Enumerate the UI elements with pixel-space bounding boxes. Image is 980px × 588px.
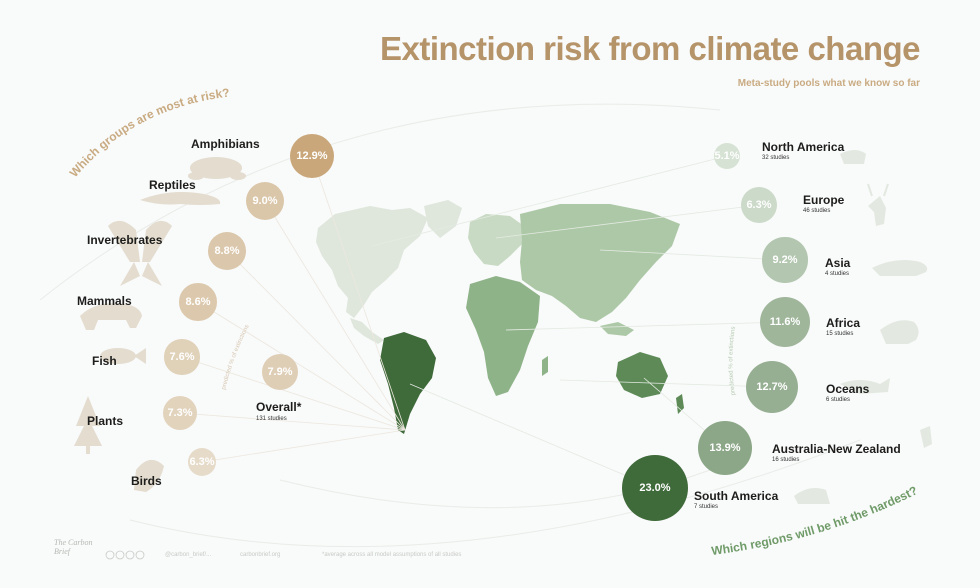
region-studies: 16 studies [772,457,800,463]
group-label: Plants [87,414,124,428]
region-bubble: 23.0% [622,455,688,521]
footer-note: *average across all model assumptions of… [322,552,462,558]
frog-icon [188,157,246,180]
left-axis-hint: predicted % of extinctions [221,324,251,390]
connector-line [197,301,406,431]
creative-commons-icon [105,550,145,560]
region-bubble: 9.2% [762,237,808,283]
region-label: Oceans [826,382,870,396]
group-bubble: 6.3% [188,448,216,476]
region-label: Australia-New Zealand [772,442,901,456]
map-north-america [316,206,428,318]
lizard-icon [140,192,221,205]
region-label: Asia [825,256,851,270]
group-bubble: 8.6% [179,283,217,321]
bear-icon [794,488,830,504]
connector-line [371,155,728,247]
fish-icon [100,348,146,364]
map-greenland [424,200,462,238]
map-asia [520,204,680,322]
footer-site[interactable]: carbonbrief.org [240,552,281,558]
group-bubble: 7.6% [164,339,200,375]
group-bubble: 8.8% [208,232,246,270]
group-label: Birds [131,474,162,488]
tree-icon [74,396,102,454]
region-label: Europe [803,193,845,207]
footer-handle: @carbon_brief/... [165,552,212,558]
region-bubble: 6.3% [740,186,778,224]
region-studies: 15 studies [826,331,854,337]
brand-logo: The Carbon Brief [54,538,93,556]
overall-studies: 131 studies [256,416,287,422]
bear-icon [80,303,142,330]
group-label: Mammals [77,294,132,308]
map-europe [468,214,524,266]
region-studies: 46 studies [803,208,831,214]
region-studies: 7 studies [694,504,719,510]
elephant-icon [880,320,919,344]
region-bubble: 5.1% [714,143,740,169]
map-africa [466,276,540,396]
sheep-icon [840,150,866,164]
group-bubble: 7.3% [162,395,198,431]
kangaroo-icon [920,426,932,448]
bird-icon [134,459,164,492]
region-studies: 6 studies [826,397,851,403]
map-south-america [380,332,436,434]
animal-icons [74,150,932,504]
right-axis-hint: predicted % of extinctions [728,326,737,395]
group-label: Reptiles [149,178,196,192]
region-studies: 4 studies [825,271,850,277]
map-madagascar [542,356,548,376]
connector-line [505,321,786,331]
region-bubble: 13.9% [697,420,752,475]
connector-line [181,356,406,431]
connector-line [409,383,656,489]
region-label: Africa [826,316,861,330]
map-australia [616,352,668,398]
region-bubble: 12.7% [745,360,799,414]
map-indonesia [600,322,634,336]
deer-icon [867,183,889,226]
region-label: South America [694,489,779,503]
group-bubble: 12.9% [290,134,334,178]
overall-label: Overall* [256,400,302,414]
group-bubble: 9.0% [245,181,285,221]
connector-line [226,250,406,431]
butterfly-icon [108,220,172,286]
group-label: Amphibians [191,137,260,151]
background-arcs [39,103,861,548]
connector-line [495,204,760,239]
whale-icon [840,378,890,394]
connector-line [201,429,406,463]
world-map [316,200,684,434]
group-label: Invertebrates [87,233,163,247]
tiger-icon [872,260,928,276]
connector-lines [179,155,786,489]
map-central-america [350,318,384,344]
page-title: Extinction risk from climate change [380,30,921,67]
region-bubble: 11.6% [759,296,811,348]
connector-line [311,155,406,431]
connector-line [559,379,773,388]
map-new-zealand [676,394,684,414]
connector-line [179,412,406,431]
connector-line [599,249,786,261]
page-subtitle: Meta-study pools what we know so far [737,78,920,89]
connector-line [264,200,406,431]
region-label: North America [762,140,845,154]
region-studies: 32 studies [762,155,790,161]
overall-bubble: 7.9% [262,354,298,390]
group-label: Fish [92,354,117,368]
